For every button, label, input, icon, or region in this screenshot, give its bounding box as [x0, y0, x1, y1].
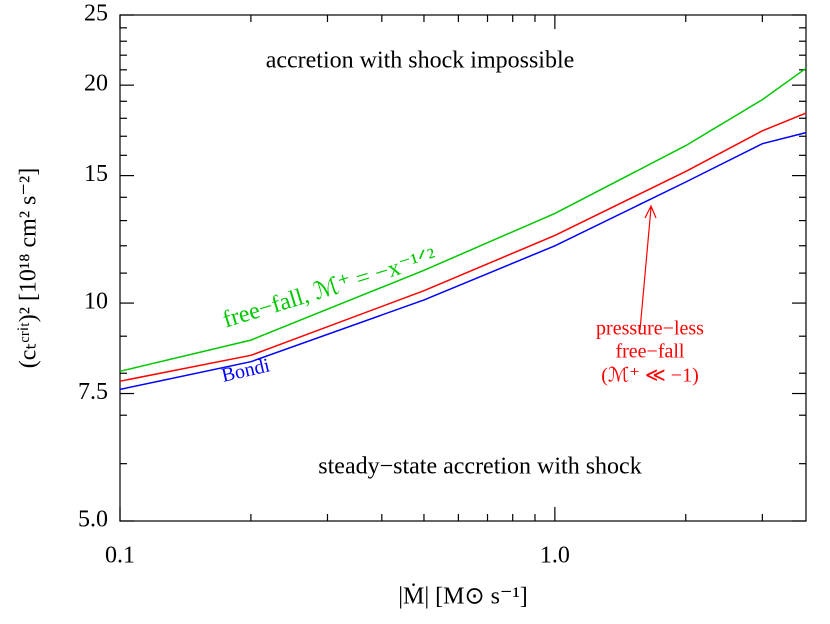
y-tick-label: 20 [84, 71, 108, 97]
y-tick-label: 15 [84, 161, 108, 187]
x-axis-label: |Ṁ| [M⊙ s⁻¹] [398, 584, 528, 610]
series-line [119, 67, 807, 373]
annotation: Bondi [219, 354, 272, 387]
annotation: free−fall [615, 341, 684, 363]
annotation: (ℳ⁺ ≪ −1) [601, 365, 698, 387]
y-tick-label: 25 [84, 1, 108, 27]
y-tick-label: 7.5 [78, 379, 108, 405]
y-tick-label: 10 [84, 289, 108, 315]
plot-frame [119, 14, 807, 522]
x-tick-label: 0.1 [105, 543, 135, 569]
annotation-arrow [639, 204, 657, 331]
series-line [119, 131, 807, 391]
series-line [119, 112, 807, 382]
annotation: accretion with shock impossible [266, 48, 575, 74]
annotation: steady−state accretion with shock [318, 454, 641, 480]
x-tick-label: 1.0 [540, 543, 570, 569]
y-axis-label: (cₜᶜʳⁱᵗ)² [10¹⁸ cm² s⁻²] [16, 168, 42, 368]
annotation: free−fall, ℳ⁺ = −x⁻¹ᐟ² [220, 244, 439, 334]
annotation: pressure−less [596, 318, 704, 340]
y-tick-label: 5.0 [78, 507, 108, 533]
